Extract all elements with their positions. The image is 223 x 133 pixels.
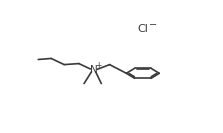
- Text: +: +: [95, 61, 101, 70]
- Text: −: −: [149, 20, 157, 30]
- Text: N: N: [90, 65, 97, 75]
- Text: Cl: Cl: [138, 24, 149, 34]
